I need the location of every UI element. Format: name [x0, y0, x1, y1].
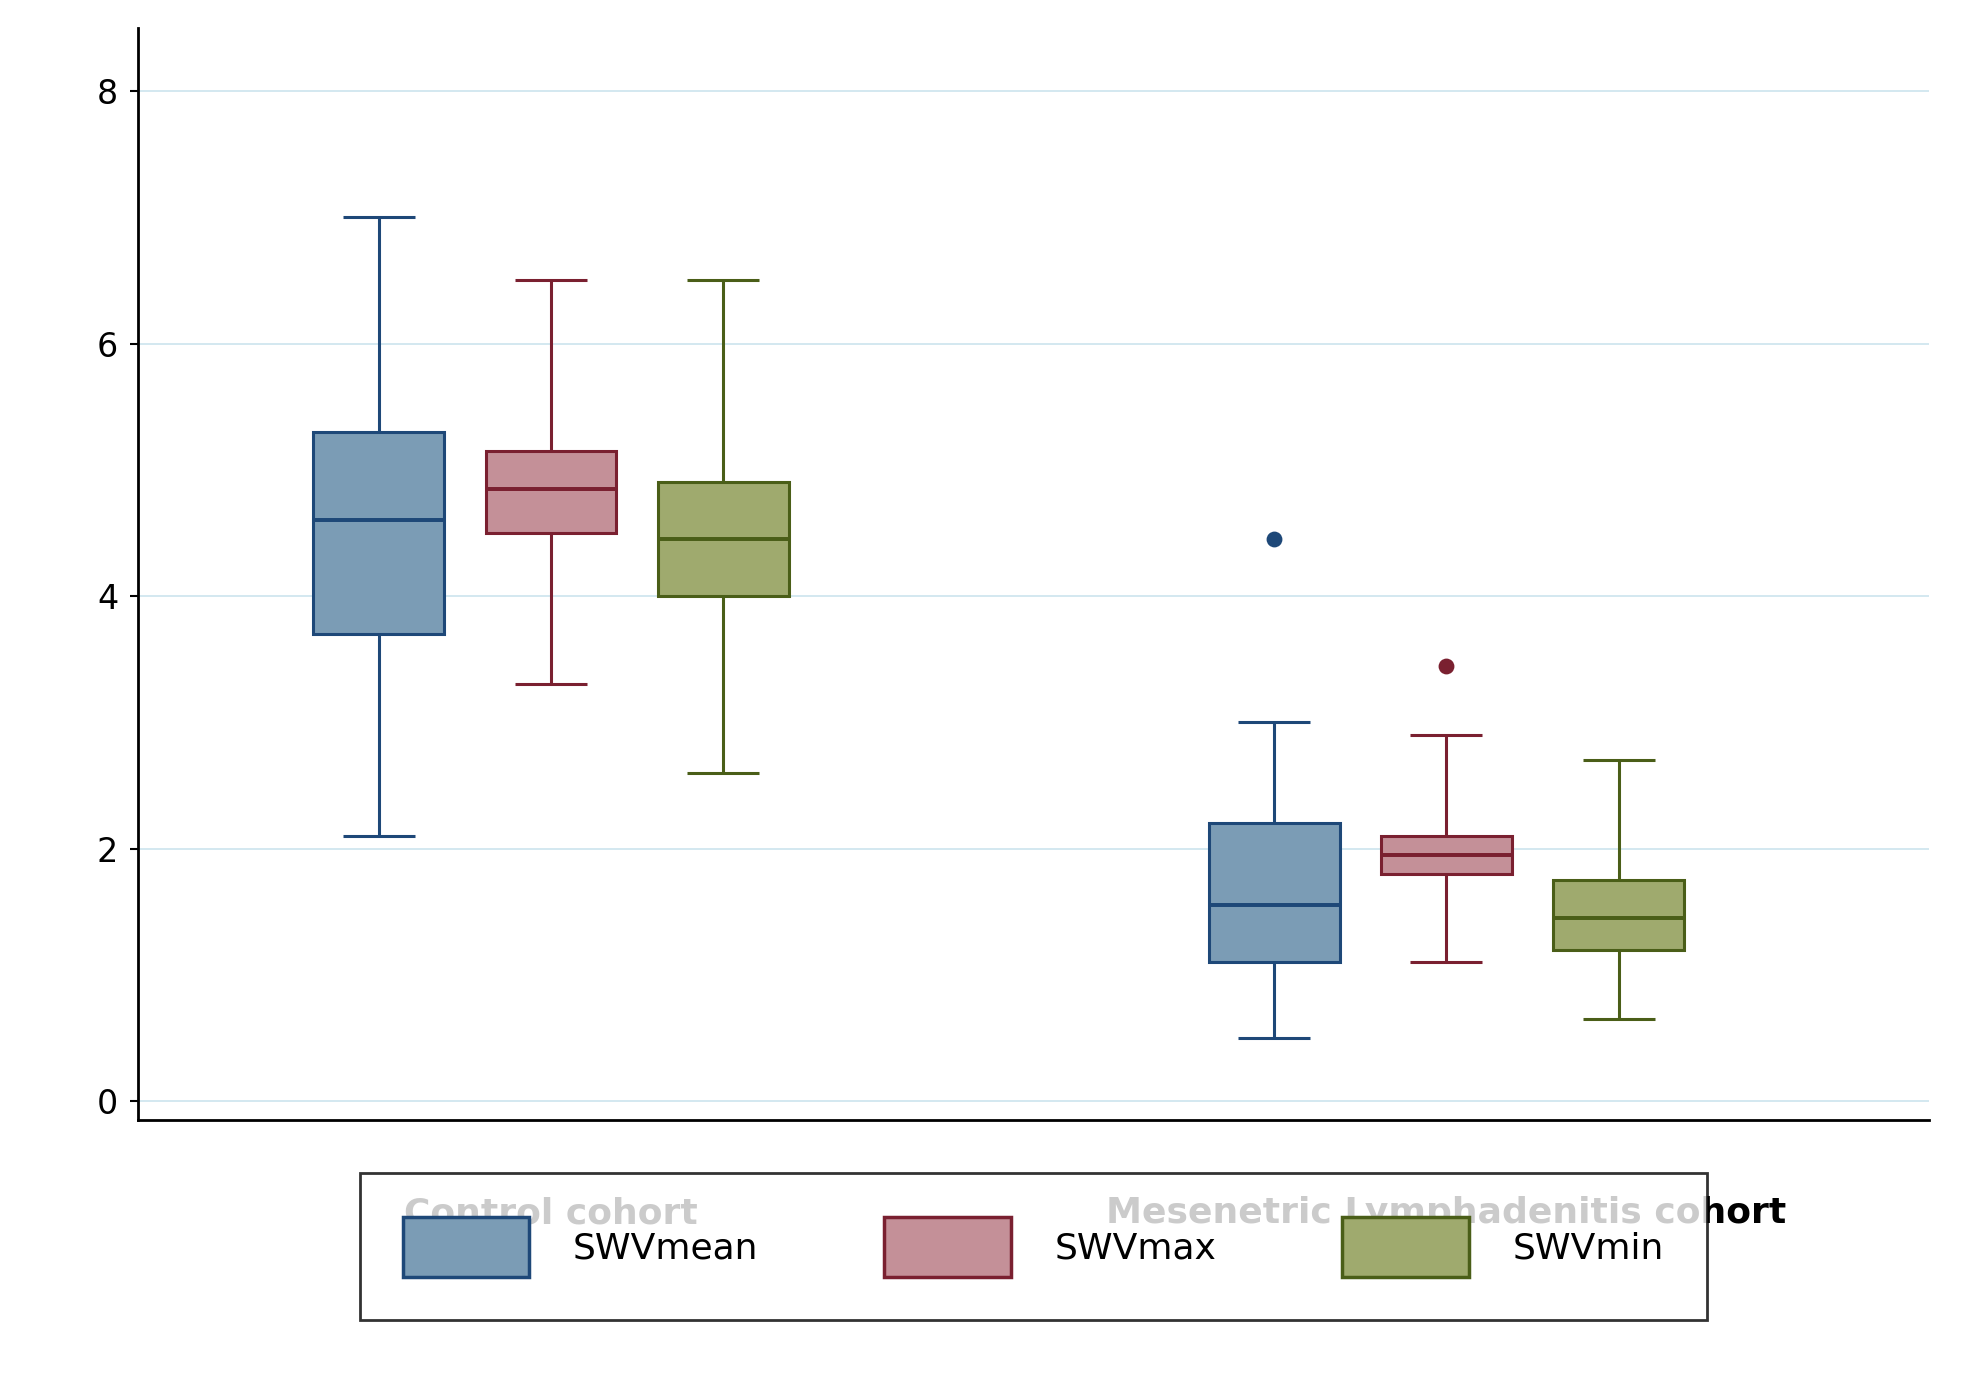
Legend: SWVmean, SWVmax, SWVmin: SWVmean, SWVmax, SWVmin: [360, 1173, 1706, 1320]
Text: Mesenetric Lymphadenitis cohort: Mesenetric Lymphadenitis cohort: [1106, 1197, 1787, 1231]
Bar: [313, 433, 445, 634]
Bar: [486, 451, 616, 533]
Text: Control cohort: Control cohort: [403, 1197, 699, 1231]
Point: [1431, 654, 1462, 676]
Bar: [1208, 823, 1340, 962]
Bar: [1553, 881, 1685, 949]
Point: [1260, 528, 1291, 550]
Bar: [657, 483, 789, 596]
Bar: [1382, 836, 1511, 874]
